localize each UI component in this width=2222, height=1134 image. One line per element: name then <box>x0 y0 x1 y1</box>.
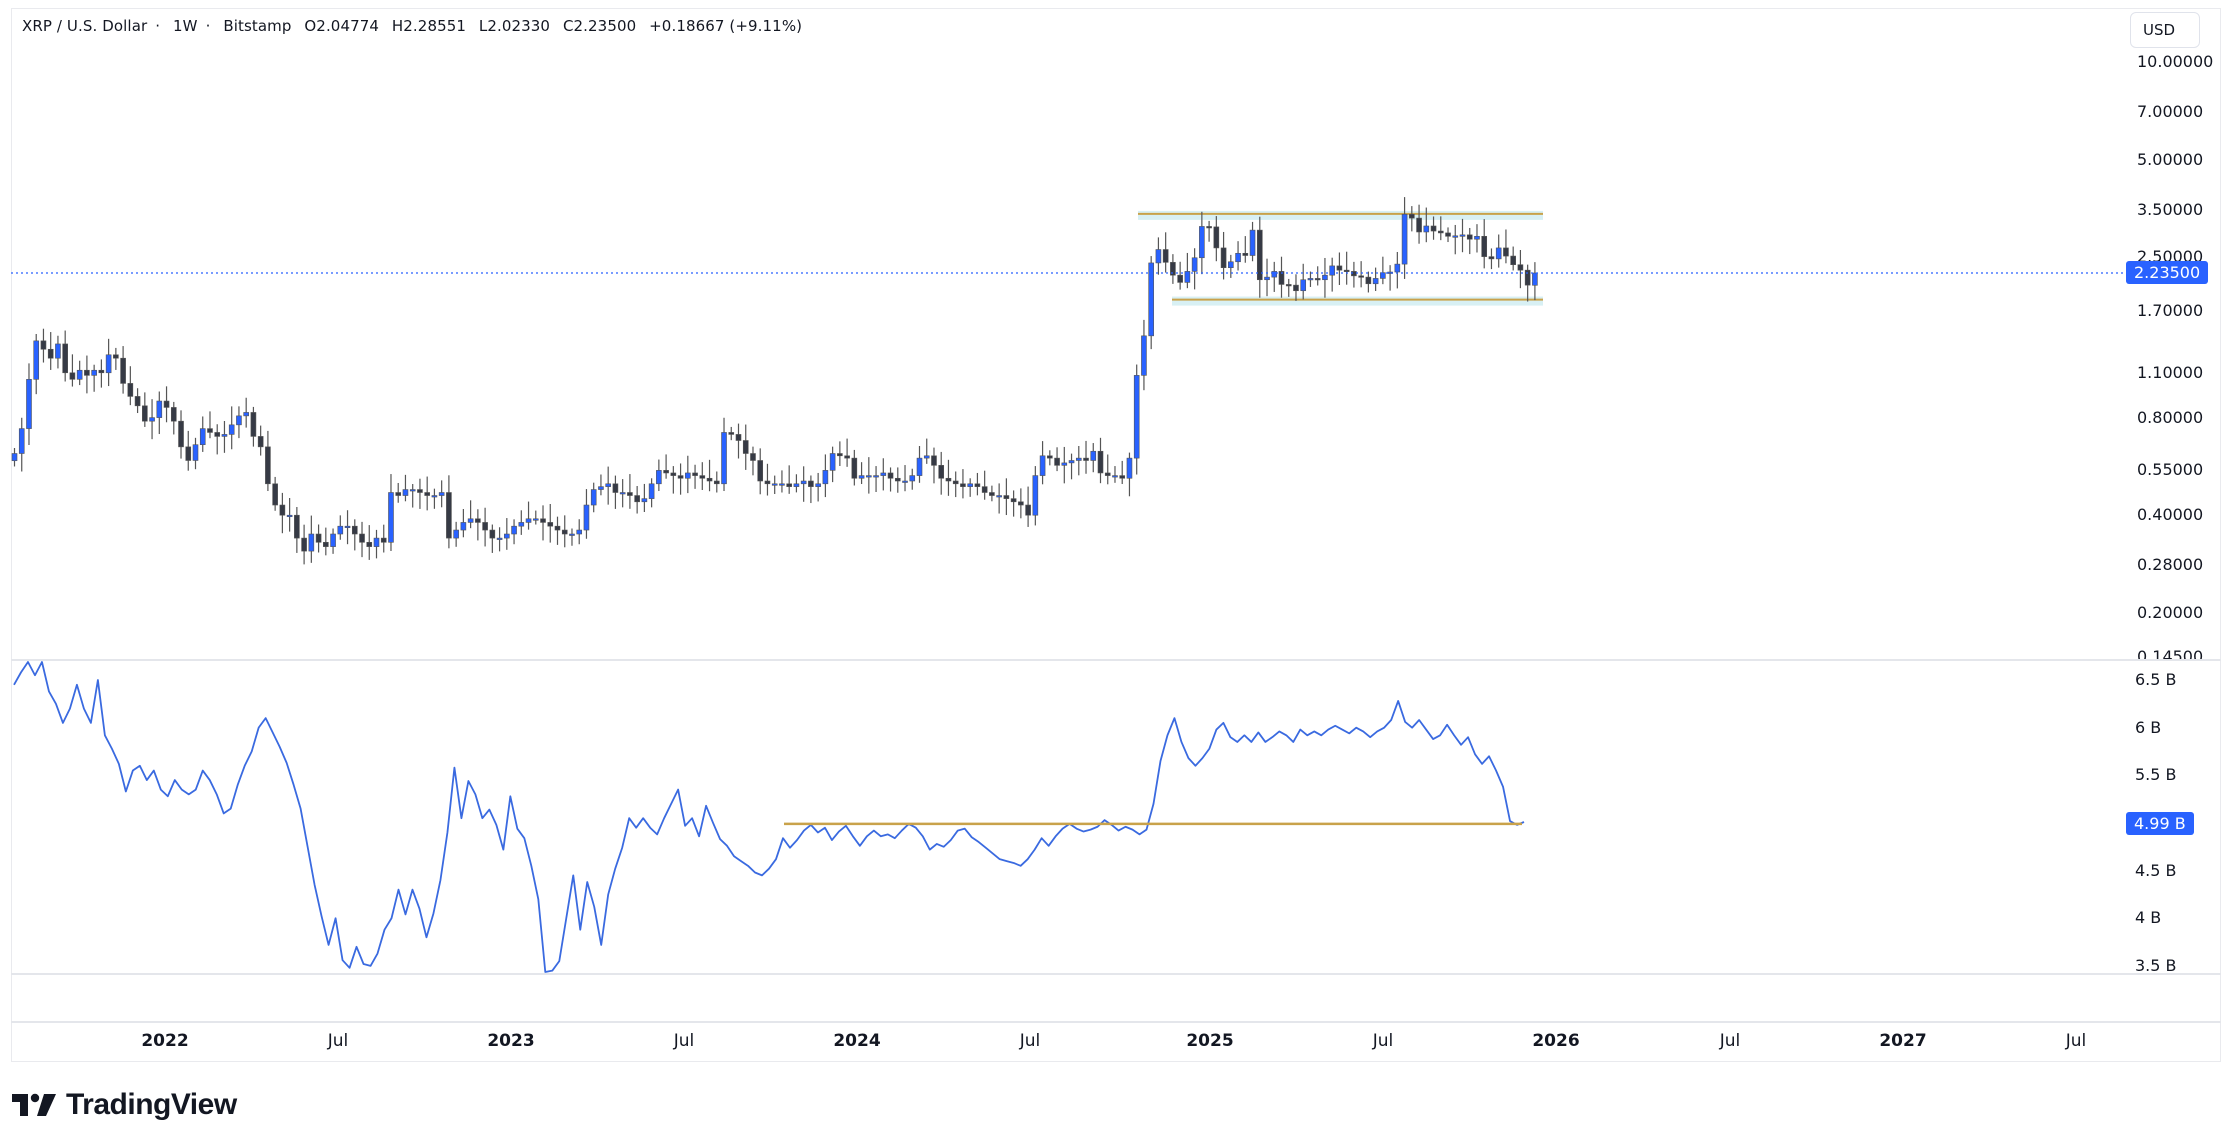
time-axis-label: 2027 <box>1879 1031 1927 1051</box>
time-axis-label: 2026 <box>1532 1031 1580 1051</box>
time-axis-label: 2022 <box>141 1031 189 1051</box>
currency-label: USD <box>2143 21 2176 39</box>
tradingview-logo[interactable]: TradingView <box>12 1088 237 1122</box>
price-axis-label: 7.00000 <box>2137 102 2204 122</box>
volume-axis-label: 6 B <box>2135 717 2162 737</box>
symbol-name[interactable]: XRP / U.S. Dollar <box>22 17 148 35</box>
price-axis-label: 1.10000 <box>2137 362 2204 382</box>
price-axis-label: 1.70000 <box>2137 301 2204 321</box>
horizontal-zones[interactable] <box>1138 210 1543 306</box>
price-axis-label: 0.40000 <box>2137 505 2204 525</box>
price-axis-label: 0.20000 <box>2137 602 2204 622</box>
volume-line-series <box>13 661 1525 973</box>
time-axis-label: 2024 <box>833 1031 881 1051</box>
time-axis-label: Jul <box>673 1031 695 1051</box>
price-change: +0.18667 (+9.11%) <box>649 17 803 35</box>
symbol-legend: XRP / U.S. Dollar · 1W · Bitstamp O2.04774… <box>22 17 810 35</box>
legend-sep: · <box>155 17 161 35</box>
currency-button[interactable]: USD <box>2130 12 2200 48</box>
volume-axis-label: 4.5 B <box>2135 860 2177 880</box>
ohlc-open: O2.04774 <box>304 17 380 35</box>
zone-band[interactable] <box>1172 296 1543 306</box>
current-volume-tag: 4.99 B <box>2126 811 2194 835</box>
volume-axis-label: 3.5 B <box>2135 955 2177 975</box>
price-axis-label: 3.50000 <box>2137 199 2204 219</box>
price-axis-label: 0.80000 <box>2137 407 2204 427</box>
time-axis-label: Jul <box>1019 1031 1041 1051</box>
current-price-tag: 2.23500 <box>2126 260 2209 284</box>
volume-axis-label: 6.5 B <box>2135 670 2177 689</box>
tradingview-logo-icon <box>12 1093 56 1116</box>
chart-frame <box>11 8 2221 1062</box>
time-axis-label: Jul <box>1719 1031 1741 1051</box>
time-axis-label: Jul <box>2065 1031 2087 1051</box>
time-axis-label: 2025 <box>1186 1031 1234 1051</box>
time-axis-label: Jul <box>327 1031 349 1051</box>
ohlc-low: L2.02330 <box>478 17 551 35</box>
ohlc-close: C2.23500 <box>562 17 637 35</box>
price-axis-label: 0.55000 <box>2137 460 2204 480</box>
volume-axis-label: 4 B <box>2135 908 2162 928</box>
exchange: Bitstamp <box>223 17 292 35</box>
volume-line <box>13 661 1525 973</box>
interval[interactable]: 1W <box>173 17 198 35</box>
time-axis-label: 2023 <box>487 1031 535 1051</box>
zone-band[interactable] <box>1138 210 1543 220</box>
legend-sep: · <box>205 17 211 35</box>
price-axis-label: 10.00000 <box>2137 52 2214 71</box>
price-axis-label: 0.14500 <box>2137 647 2204 659</box>
candlestick-series <box>11 197 1538 565</box>
price-axis-label: 5.00000 <box>2137 149 2204 169</box>
price-axis-label: 0.28000 <box>2137 555 2204 575</box>
ohlc-high: H2.28551 <box>391 17 467 35</box>
logo-text: TradingView <box>66 1088 237 1121</box>
time-axis-label: Jul <box>1372 1031 1394 1051</box>
volume-axis-label: 5.5 B <box>2135 765 2177 785</box>
